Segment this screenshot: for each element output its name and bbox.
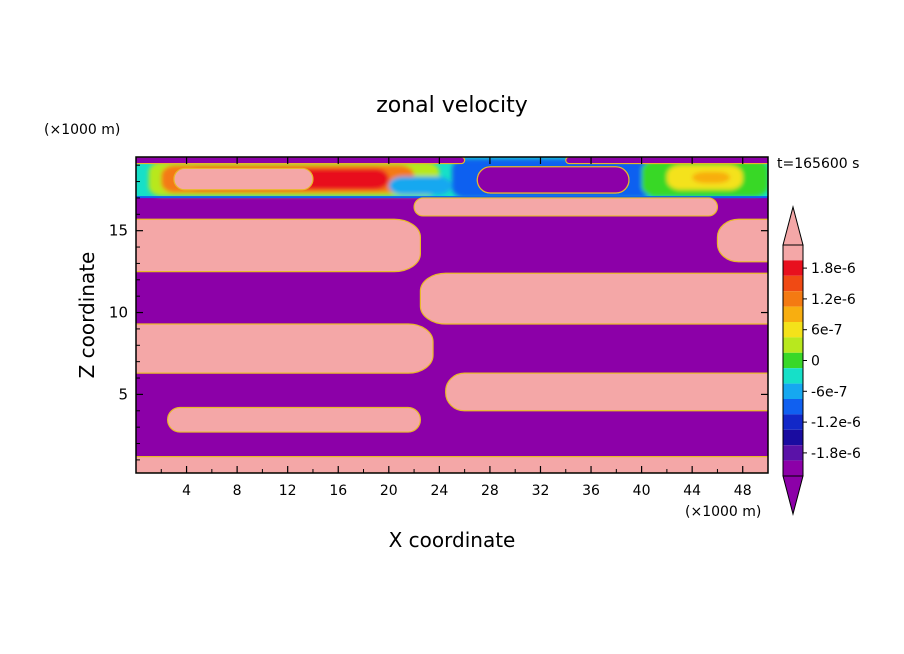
colorbar-swatch [783, 414, 803, 430]
negative-velocity-region [476, 166, 630, 194]
colorbar-label: -1.2e-6 [811, 415, 861, 431]
y-tick-label: 5 [118, 385, 128, 403]
colorbar-swatch [783, 429, 803, 446]
colorbar-swatch [783, 322, 803, 338]
colorbar-swatch [783, 306, 803, 322]
positive-velocity-region [413, 197, 719, 217]
x-axis-label: X coordinate [389, 528, 516, 552]
plot-area [136, 157, 768, 473]
colorbar-label: 6e-7 [811, 323, 842, 339]
y-unit-label: (×1000 m) [44, 122, 120, 138]
y-tick-label: 10 [109, 304, 128, 322]
colorbar-swatch [783, 260, 803, 276]
y-tick-label: 15 [109, 222, 128, 240]
colorbar: 1.8e-6 1.2e-6 6e-7 0 -6e-7 -1.2e-6 -1.8e-6 [782, 205, 861, 516]
colorbar-swatch [783, 445, 803, 461]
x-tick-label: 20 [380, 483, 398, 499]
y-axis-label: Z coordinate [75, 252, 99, 379]
negative-velocity-region [136, 157, 466, 165]
x-tick-label: 44 [683, 483, 701, 499]
plot-frame [135, 156, 769, 474]
positive-velocity-region [173, 167, 314, 191]
interface-line [136, 196, 768, 199]
x-tick-label: 16 [329, 483, 347, 499]
colorbar-label: -6e-7 [811, 384, 848, 400]
x-tick-label: 4 [182, 483, 191, 499]
colorbar-swatch [783, 337, 803, 353]
colorbar-over-triangle [782, 205, 804, 246]
negative-velocity-region [565, 157, 768, 165]
colorbar-under-triangle [782, 475, 804, 516]
colorbar-swatch [783, 368, 803, 384]
colorbar-swatch [783, 399, 803, 415]
positive-velocity-region [136, 456, 768, 473]
chart-title: zonal velocity [376, 93, 528, 118]
positive-velocity-region [136, 218, 421, 273]
colorbar-swatch [783, 352, 803, 369]
colorbar-label: 1.2e-6 [811, 292, 856, 308]
positive-velocity-region [445, 372, 768, 412]
colorbar-swatch [783, 383, 803, 399]
positive-velocity-region [716, 218, 768, 263]
x-tick-label: 12 [279, 483, 297, 499]
colorbar-swatch [783, 245, 803, 261]
x-tick-label: 36 [582, 483, 600, 499]
positive-velocity-region [167, 406, 422, 433]
x-tick-label: 32 [532, 483, 550, 499]
x-unit-label: (×1000 m) [685, 504, 761, 520]
x-tick-label: 40 [633, 483, 651, 499]
colorbar-swatch [783, 275, 803, 292]
turbulent-blob [388, 176, 452, 195]
time-label: t=165600 s [777, 156, 859, 172]
positive-velocity-region [419, 272, 768, 325]
colorbar-label: 0 [811, 354, 820, 370]
x-tick-label: 48 [734, 483, 752, 499]
colorbar-label: -1.8e-6 [811, 446, 861, 462]
x-tick-label: 8 [233, 483, 242, 499]
x-tick-label: 28 [481, 483, 499, 499]
turbulent-blob [692, 171, 731, 184]
colorbar-swatch [783, 460, 803, 476]
colorbar-label: 1.8e-6 [811, 261, 856, 277]
positive-velocity-region [136, 323, 434, 374]
colorbar-swatch [783, 291, 803, 307]
x-tick-label: 24 [430, 483, 448, 499]
